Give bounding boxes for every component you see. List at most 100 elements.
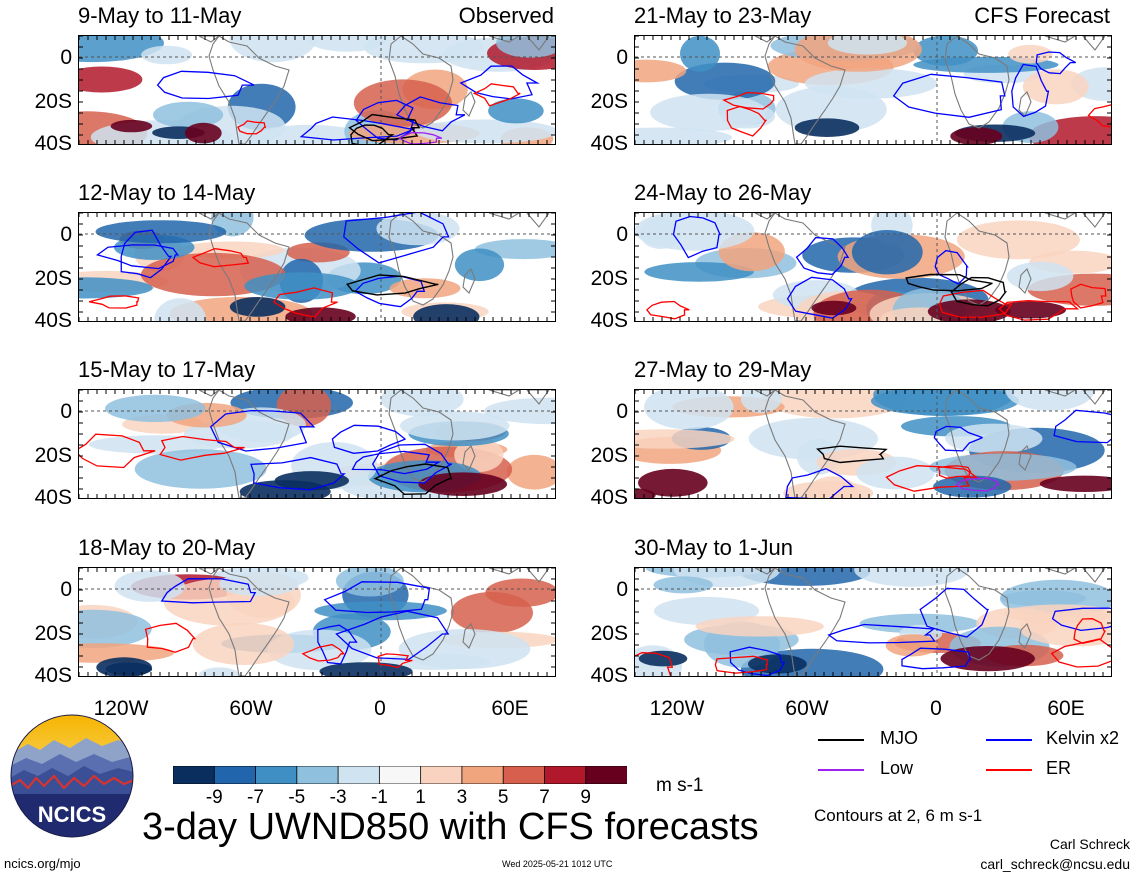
kelvin-contour: [250, 456, 346, 491]
lat-tick-label: 40S: [590, 309, 628, 332]
anomaly-map: [79, 36, 555, 144]
coastline: [1044, 390, 1077, 397]
lon-tick-label: 120W: [93, 697, 149, 720]
colorbar-tick-label: -7: [247, 787, 264, 808]
coastline: [462, 445, 476, 471]
lon-tick-label: 60E: [1047, 697, 1085, 720]
colorbar-tick-label: 7: [539, 787, 550, 808]
lat-tick-label: 20S: [34, 267, 72, 290]
lat-tick-label: 0: [616, 46, 628, 69]
anomaly-shading: [956, 220, 1080, 260]
coastline: [208, 36, 290, 144]
panel-source-label: CFS Forecast: [974, 3, 1110, 28]
anomaly-shading: [950, 127, 1003, 144]
anomaly-shading: [635, 213, 755, 251]
er-contour: [144, 622, 197, 653]
kelvin-contour: [901, 647, 972, 670]
lat-tick-label: 0: [616, 400, 628, 423]
map-panel: [634, 567, 1112, 677]
map-panel: [78, 389, 556, 499]
kelvin-contour: [331, 424, 406, 454]
kelvin-contour: [395, 96, 466, 132]
er-contour: [88, 295, 140, 309]
anomaly-shading: [1008, 44, 1053, 64]
author-email: carl_schreck@ncsu.edu: [980, 856, 1130, 872]
map-panel: [78, 567, 556, 677]
lat-tick-label: 0: [60, 46, 72, 69]
colorbar-segment: [420, 765, 463, 785]
er-contour: [1070, 283, 1107, 309]
anomaly-shading: [229, 36, 317, 63]
anomaly-shading: [1001, 590, 1087, 607]
er-contour: [635, 652, 674, 676]
coastline: [1082, 36, 1106, 51]
lat-tick-label: 40S: [590, 486, 628, 509]
colorbar-segment: [378, 765, 422, 785]
coastline: [1082, 213, 1106, 228]
anomaly-shading: [653, 576, 713, 594]
kelvin-contour: [1035, 51, 1077, 75]
kelvin-contour: [1053, 409, 1111, 444]
coastline: [764, 36, 846, 144]
kelvin-contour: [335, 610, 450, 661]
coastline: [1018, 91, 1032, 117]
lat-tick-label: 40S: [590, 132, 628, 155]
kelvin-contour: [785, 467, 855, 498]
er-contour: [714, 655, 768, 674]
anomaly-shading: [450, 592, 533, 634]
kelvin-contour: [299, 116, 416, 141]
anomaly-shading: [192, 623, 295, 665]
colorbar-segment: [255, 765, 298, 785]
er-contour: [377, 653, 413, 669]
lon-tick-label: 0: [930, 697, 942, 720]
panel-title: 12-May to 14-May: [78, 180, 256, 205]
er-contour: [1087, 104, 1111, 128]
legend-label-kelvin: Kelvin x2: [1046, 728, 1120, 748]
map-panel: [78, 35, 556, 145]
coastline: [526, 36, 550, 51]
er-contour: [237, 120, 267, 135]
er-contour: [937, 465, 972, 479]
panel-title: 24-May to 26-May: [634, 180, 812, 205]
lat-tick-label: 20S: [590, 90, 628, 113]
anomaly-shading: [933, 475, 1012, 498]
contours-note: Contours at 2, 6 m s-1: [814, 806, 983, 825]
er-contour: [159, 435, 245, 461]
anomaly-shading: [418, 472, 508, 496]
kelvin-contour: [786, 276, 853, 319]
coastline: [208, 213, 290, 321]
colorbar-segment: [337, 765, 381, 785]
coastline: [526, 390, 550, 405]
anomaly-map: [635, 390, 1111, 498]
legend-line-kelvin: [986, 739, 1032, 741]
coastline: [1018, 623, 1032, 649]
coastline: [488, 36, 521, 43]
colorbar-tick-label: -1: [370, 787, 388, 808]
anomaly-shading: [1005, 390, 1095, 411]
legend-line-low: [818, 769, 864, 771]
anomaly-shading: [1006, 261, 1074, 292]
anomaly-shading: [141, 45, 193, 65]
anomaly-shading: [454, 248, 505, 282]
mjo-contour: [345, 274, 439, 296]
anomaly-shading: [674, 62, 776, 100]
kelvin-contour: [795, 236, 850, 276]
anomaly-shading: [929, 453, 1077, 481]
panel-title: 21-May to 23-May: [634, 3, 812, 28]
legend-line-mjo: [818, 739, 864, 741]
kelvin-contour: [1051, 607, 1111, 632]
anomaly-shading: [413, 304, 480, 321]
anomaly-shading: [940, 646, 1035, 672]
coastline: [1082, 390, 1106, 405]
anomaly-shading: [198, 667, 240, 676]
anomaly-shading: [454, 438, 504, 472]
coastline: [208, 568, 290, 676]
anomaly-shading: [635, 59, 687, 83]
anomaly-shading: [134, 449, 267, 489]
panel-source-label: Observed: [458, 3, 554, 28]
kelvin-contour: [343, 213, 450, 264]
mjo-contour: [950, 276, 1007, 307]
site-url: ncics.org/mjo: [4, 856, 81, 871]
coastline: [198, 390, 220, 397]
lat-tick-label: 20S: [590, 267, 628, 290]
